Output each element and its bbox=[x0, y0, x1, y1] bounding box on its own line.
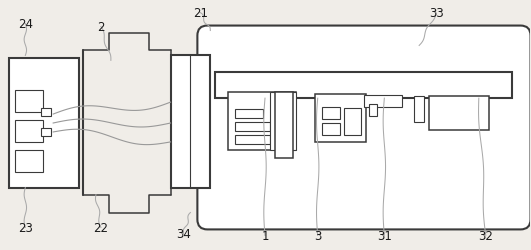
Text: 3: 3 bbox=[314, 229, 321, 242]
Text: 2: 2 bbox=[97, 21, 105, 34]
FancyBboxPatch shape bbox=[198, 26, 530, 230]
Bar bbox=[322, 124, 340, 136]
Text: 23: 23 bbox=[18, 221, 33, 234]
Bar bbox=[10, 59, 79, 188]
Text: 22: 22 bbox=[93, 221, 108, 234]
Bar bbox=[15, 120, 43, 142]
Text: 24: 24 bbox=[18, 18, 33, 31]
Bar bbox=[41, 128, 51, 136]
Text: 21: 21 bbox=[193, 7, 208, 20]
Bar bbox=[41, 109, 51, 116]
Bar bbox=[228, 93, 296, 150]
Bar bbox=[15, 150, 43, 172]
Bar bbox=[235, 136, 270, 144]
Bar bbox=[429, 97, 489, 130]
Bar bbox=[344, 109, 362, 136]
Bar bbox=[215, 73, 512, 99]
Bar bbox=[322, 108, 340, 120]
Text: 32: 32 bbox=[478, 229, 493, 242]
Bar bbox=[235, 110, 263, 118]
Text: 31: 31 bbox=[377, 229, 392, 242]
Bar bbox=[364, 96, 402, 108]
Text: 33: 33 bbox=[429, 7, 443, 20]
Text: 1: 1 bbox=[261, 229, 269, 242]
Bar bbox=[235, 122, 270, 132]
Bar bbox=[270, 93, 296, 150]
Text: 34: 34 bbox=[176, 227, 191, 240]
Bar bbox=[370, 105, 378, 117]
Bar bbox=[15, 91, 43, 112]
Bar bbox=[315, 95, 366, 142]
Bar bbox=[275, 93, 293, 158]
Bar bbox=[170, 56, 210, 188]
Bar bbox=[414, 97, 424, 122]
